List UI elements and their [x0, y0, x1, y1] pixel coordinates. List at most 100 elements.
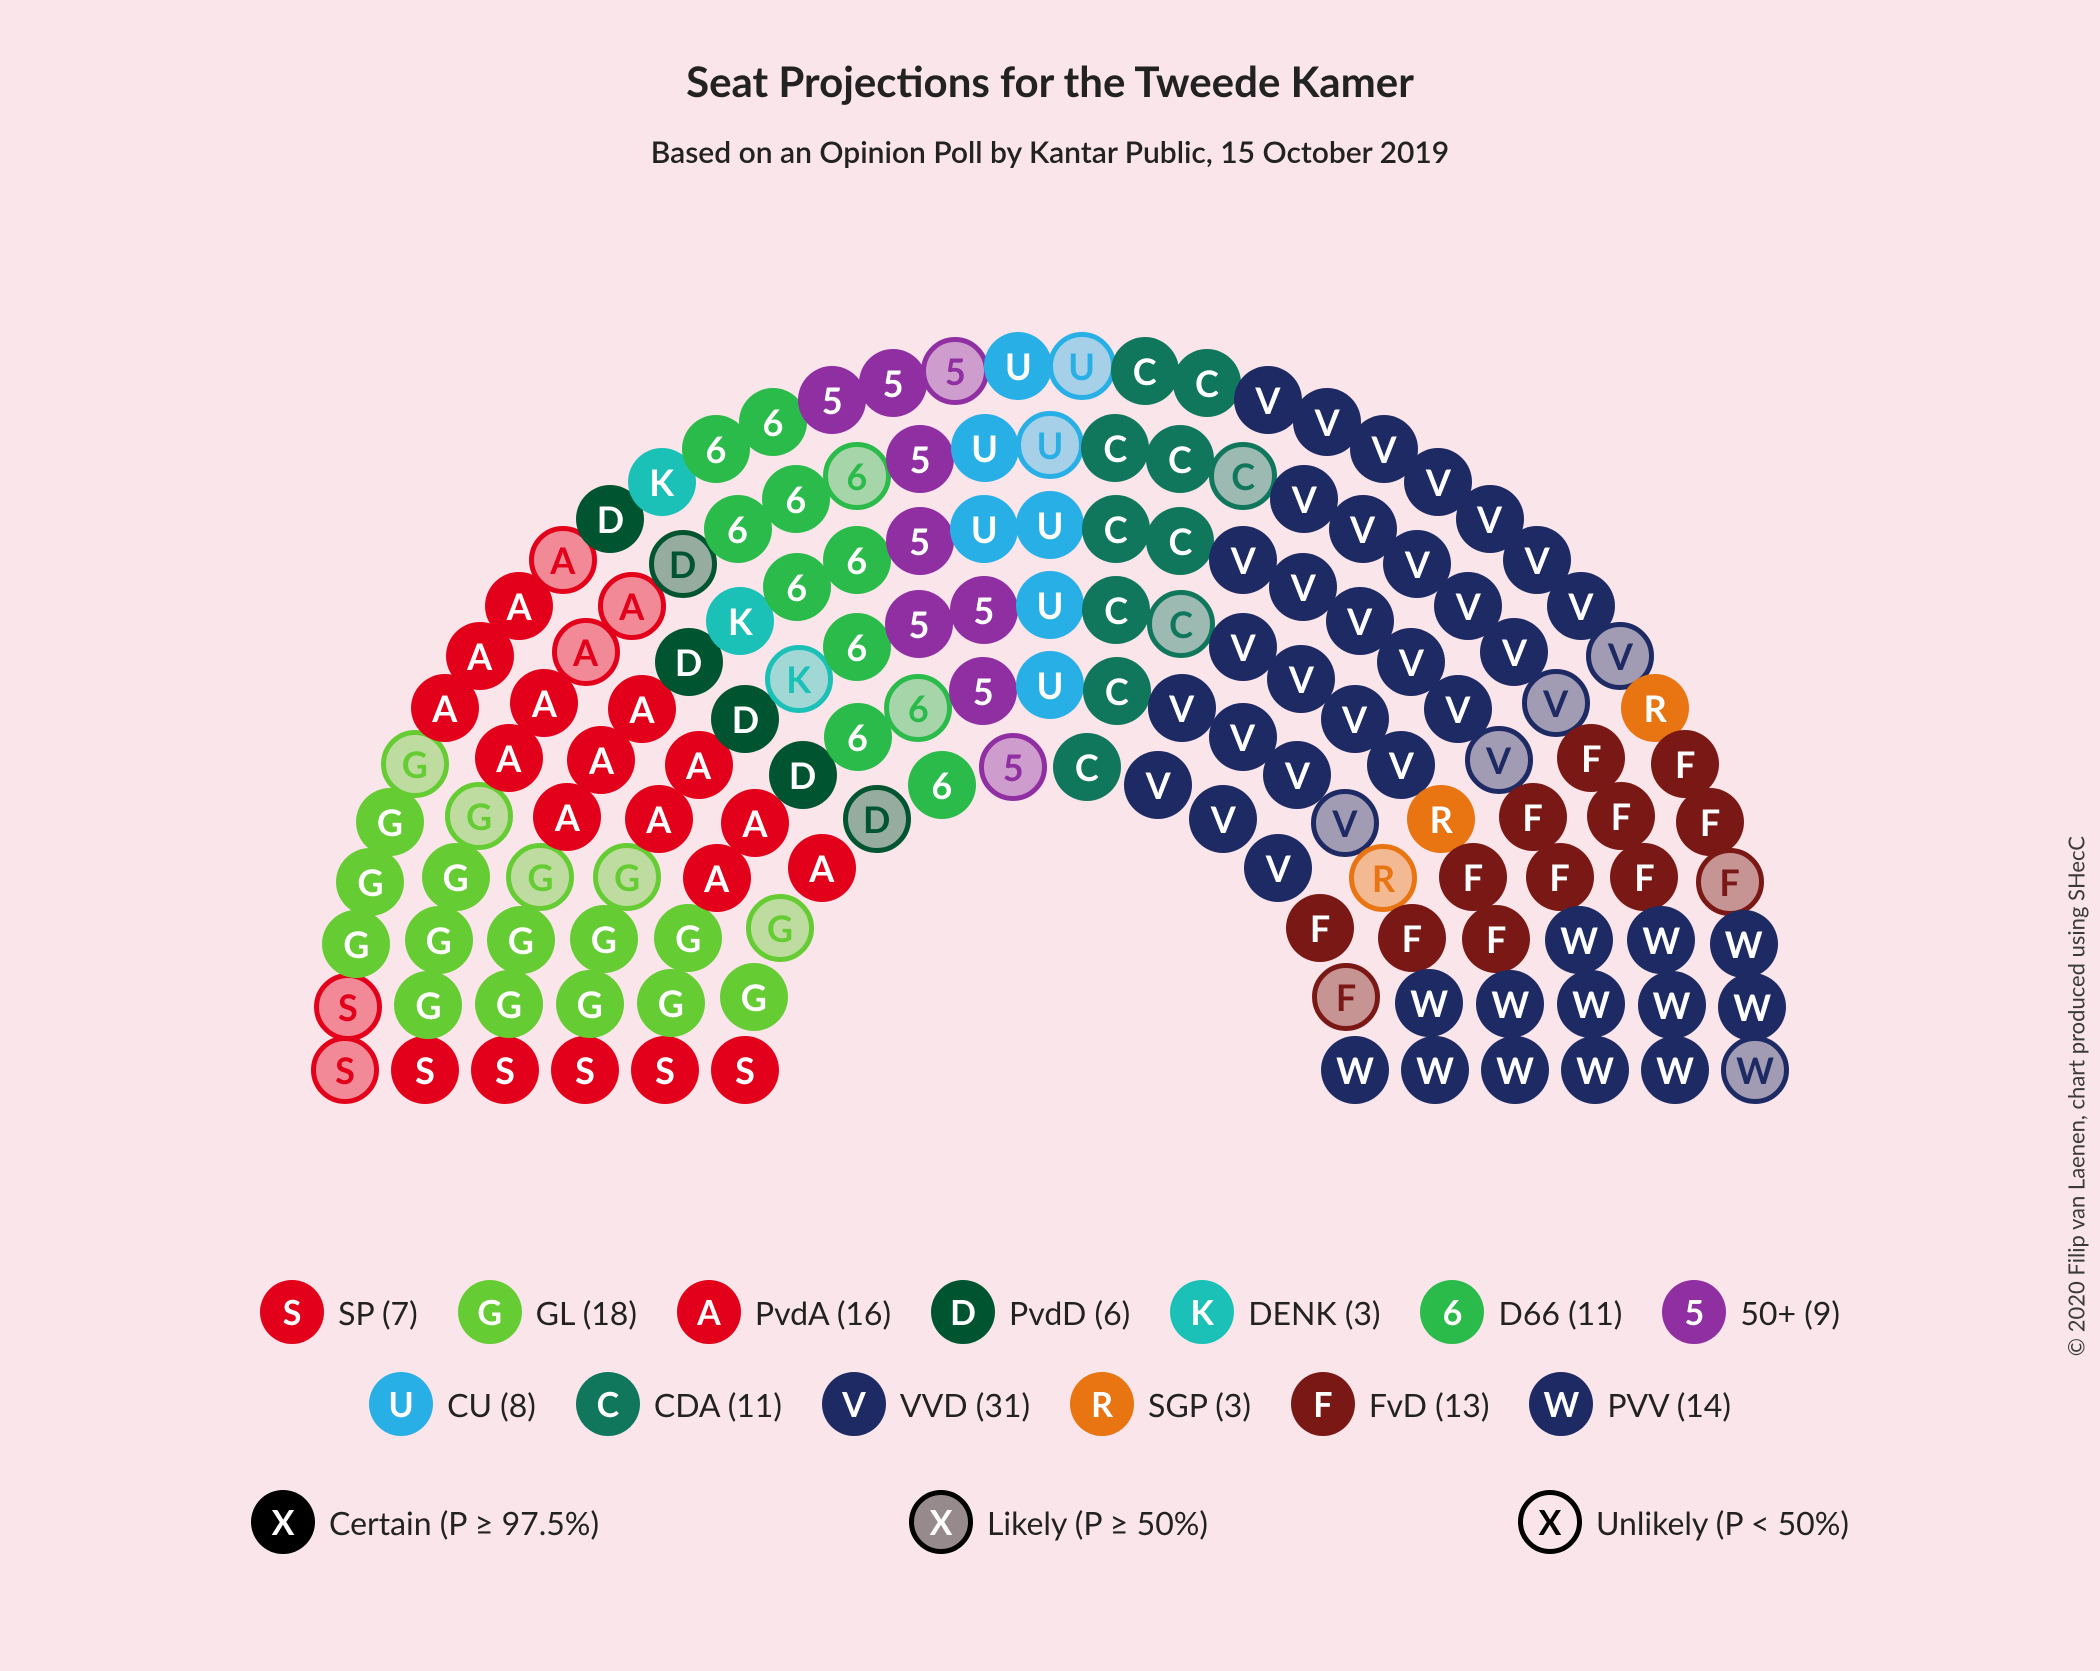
seat: W: [1476, 970, 1544, 1038]
prob-legend-swatch: X: [909, 1490, 973, 1554]
seat: V: [1244, 834, 1312, 902]
legend-label: D66 (11): [1498, 1293, 1622, 1332]
seat: G: [422, 843, 490, 911]
seat: S: [311, 1036, 379, 1104]
seat: G: [487, 906, 555, 974]
seat: W: [1395, 969, 1463, 1037]
legend-swatch: D: [931, 1280, 995, 1344]
legend-swatch: K: [1170, 1280, 1234, 1344]
seat: F: [1696, 848, 1764, 916]
seat: U: [950, 495, 1018, 563]
seat: G: [405, 906, 473, 974]
seat: C: [1082, 495, 1150, 563]
seat: S: [391, 1036, 459, 1104]
seat: C: [1173, 349, 1241, 417]
legend-item-denk: K DENK (3): [1170, 1280, 1380, 1344]
prob-legend-item-likely: XLikely (P ≥ 50%): [909, 1490, 1208, 1554]
seat: F: [1439, 843, 1507, 911]
seat: W: [1545, 906, 1613, 974]
legend-item-pvv: W PVV (14): [1529, 1372, 1731, 1436]
seat: W: [1710, 910, 1778, 978]
seat: C: [1209, 442, 1277, 510]
legend-item-cda: CCDA (11): [576, 1372, 782, 1436]
seat: A: [788, 834, 856, 902]
prob-legend-swatch: X: [251, 1490, 315, 1554]
seat: G: [445, 782, 513, 850]
legend-swatch: 5: [1662, 1280, 1726, 1344]
legend-swatch: 6: [1420, 1280, 1484, 1344]
legend-item-pvdd: D PvdD (6): [931, 1280, 1130, 1344]
prob-legend-label: Unlikely (P < 50%): [1596, 1503, 1849, 1542]
seat: F: [1286, 894, 1354, 962]
seat: F: [1526, 843, 1594, 911]
seat: V: [1209, 526, 1277, 594]
seat: U: [1016, 491, 1084, 559]
seat: V: [1124, 751, 1192, 819]
legend-item-pvda: APvdA (16): [677, 1280, 891, 1344]
seat: W: [1638, 971, 1706, 1039]
seat: W: [1718, 973, 1786, 1041]
probability-legend: XCertain (P ≥ 97.5%)XLikely (P ≥ 50%)XUn…: [60, 1490, 2040, 1554]
seat: 5: [921, 337, 989, 405]
seat: G: [336, 848, 404, 916]
seat: S: [471, 1036, 539, 1104]
seat: F: [1587, 782, 1655, 850]
prob-legend-item-unlikely: XUnlikely (P < 50%): [1518, 1490, 1849, 1554]
prob-legend-item-certain: X Certain (P ≥ 97.5%): [251, 1490, 599, 1554]
legend-label: FvD (13): [1369, 1385, 1489, 1424]
seat: W: [1721, 1036, 1789, 1104]
legend-swatch: F: [1291, 1372, 1355, 1436]
legend-label: DENK (3): [1248, 1293, 1380, 1332]
seat: F: [1312, 963, 1380, 1031]
legend-item-50+: 550+ (9): [1662, 1280, 1840, 1344]
seat: 6: [823, 613, 891, 681]
legend-swatch: V: [822, 1372, 886, 1436]
seat: 6: [908, 751, 976, 819]
legend-item-fvd: F FvD (13): [1291, 1372, 1489, 1436]
legend-label: SP (7): [338, 1293, 418, 1332]
party-legend: SSP (7)GGL (18)APvdA (16)DPvdD (6)KDENK …: [60, 1280, 2040, 1464]
seat: S: [551, 1036, 619, 1104]
seat: F: [1378, 904, 1446, 972]
seat: 6: [739, 388, 807, 456]
seat: 5: [885, 590, 953, 658]
legend-swatch: W: [1529, 1372, 1593, 1436]
legend-swatch: U: [369, 1372, 433, 1436]
seat: C: [1111, 337, 1179, 405]
legend-swatch: R: [1070, 1372, 1134, 1436]
seat: W: [1561, 1036, 1629, 1104]
seat: F: [1676, 788, 1744, 856]
legend-label: VVD (31): [900, 1385, 1030, 1424]
seat: G: [746, 894, 814, 962]
seat: G: [356, 788, 424, 856]
seat: R: [1407, 785, 1475, 853]
seat: U: [1016, 571, 1084, 639]
seat: V: [1234, 366, 1302, 434]
seat: 5: [886, 507, 954, 575]
seat: 6: [763, 553, 831, 621]
seat: 6: [704, 495, 772, 563]
legend-label: PVV (14): [1607, 1385, 1731, 1424]
seat: S: [314, 973, 382, 1041]
legend-item-sgp: RSGP (3): [1070, 1372, 1251, 1436]
seat: G: [322, 910, 390, 978]
seat: G: [556, 970, 624, 1038]
seat: V: [1270, 465, 1338, 533]
seat: C: [1147, 590, 1215, 658]
legend-item-vvd: V VVD (31): [822, 1372, 1030, 1436]
seat: U: [1016, 651, 1084, 719]
seat: F: [1557, 724, 1625, 792]
seat: 6: [762, 465, 830, 533]
seat: G: [593, 843, 661, 911]
seat: G: [720, 963, 788, 1031]
seat: 5: [979, 733, 1047, 801]
legend-label: PvdD (6): [1009, 1293, 1130, 1332]
seat: C: [1146, 507, 1214, 575]
seat: R: [1349, 844, 1417, 912]
seat: W: [1641, 1036, 1709, 1104]
seat: V: [1189, 785, 1257, 853]
prob-legend-label: Certain (P ≥ 97.5%): [329, 1503, 599, 1542]
seat: W: [1627, 906, 1695, 974]
seat: 6: [823, 442, 891, 510]
seat: D: [843, 785, 911, 853]
